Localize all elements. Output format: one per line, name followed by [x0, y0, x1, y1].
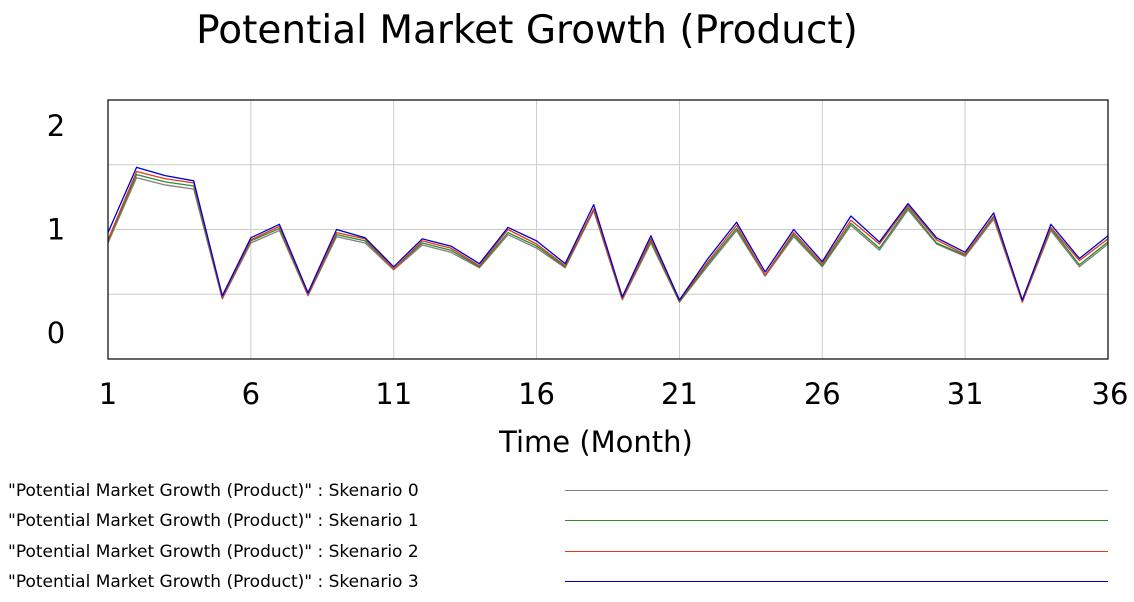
x-tick-label: 11 — [375, 377, 412, 411]
legend-label: "Potential Market Growth (Product)" : Sk… — [8, 511, 419, 531]
line-chart: 012 1 6 11 16 21 26 31 36 Time (Month) — [47, 99, 1129, 459]
legend-entry: "Potential Market Growth (Product)" : Sk… — [8, 571, 1118, 595]
legend-label: "Potential Market Growth (Product)" : Sk… — [8, 481, 419, 501]
x-axis-label: Time (Month) — [498, 425, 693, 459]
x-tick-label: 36 — [1092, 377, 1129, 411]
legend-label: "Potential Market Growth (Product)" : Sk… — [8, 542, 419, 562]
x-tick-label: 1 — [99, 377, 117, 411]
x-tick-label: 16 — [518, 377, 555, 411]
series-line-2 — [107, 173, 1109, 303]
legend-swatch — [565, 520, 1108, 521]
legend-entry: "Potential Market Growth (Product)" : Sk… — [8, 480, 1118, 504]
x-tick-label: 26 — [804, 377, 841, 411]
x-tick-label: 21 — [661, 377, 698, 411]
legend-swatch — [565, 581, 1108, 582]
legend-swatch — [565, 551, 1108, 552]
legend-swatch — [565, 490, 1108, 491]
grid-layer — [107, 100, 1109, 359]
y-tick-label: 0 — [47, 316, 65, 350]
y-axis-ticks: 0 1 2 — [47, 109, 65, 350]
x-tick-label: 31 — [947, 377, 984, 411]
series-layer — [107, 166, 1109, 303]
legend-entry: "Potential Market Growth (Product)" : Sk… — [8, 541, 1118, 565]
x-axis-ticks: 1 6 11 16 21 26 31 36 — [99, 377, 1129, 411]
y-tick-label: 1 — [47, 213, 65, 247]
plot-frame — [107, 99, 1109, 360]
chart-title: Potential Market Growth (Product) — [196, 8, 858, 53]
series-line-0 — [107, 166, 1109, 301]
legend-label: "Potential Market Growth (Product)" : Sk… — [8, 572, 419, 592]
legend-entry: "Potential Market Growth (Product)" : Sk… — [8, 510, 1118, 534]
x-tick-label: 6 — [242, 377, 260, 411]
series-line-3 — [107, 177, 1109, 303]
series-line-1 — [107, 170, 1109, 303]
y-tick-label: 2 — [47, 109, 65, 143]
